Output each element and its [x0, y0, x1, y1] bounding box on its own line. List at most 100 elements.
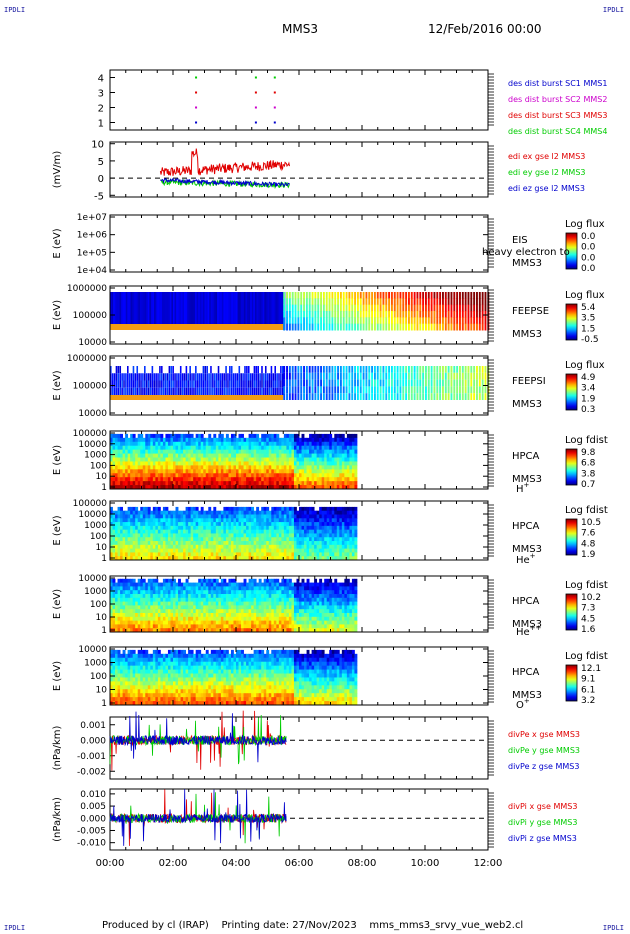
hpca_h-cell — [241, 461, 244, 466]
feepse-cell — [481, 298, 484, 306]
feepse-cell — [245, 292, 248, 330]
hpca_he2-cell — [110, 578, 113, 583]
hpca_he-cell — [218, 548, 222, 553]
hpca_he-cell — [299, 533, 302, 538]
hpca_he2-cell — [150, 620, 154, 625]
feepsi-cell — [132, 387, 135, 395]
colorbar — [565, 303, 578, 341]
hpca_he-cell — [210, 537, 214, 542]
hpca_he-cell — [150, 514, 154, 519]
hpca_he-cell — [165, 518, 169, 523]
hpca_he2-cell — [165, 597, 169, 602]
hpca_he2-cell — [167, 609, 171, 614]
feepsi-cell — [450, 379, 453, 387]
burst-mark — [254, 76, 257, 79]
hpca_h-cell — [236, 481, 239, 486]
hpca_h-cell — [193, 445, 197, 451]
feepse-cell — [396, 323, 399, 331]
hpca_h-cell — [354, 477, 358, 482]
hpca_h-cell — [120, 449, 123, 454]
hpca_h-cell — [122, 473, 126, 478]
hpca_he2-cell — [178, 609, 181, 614]
hpca_he-cell — [258, 522, 262, 527]
hpca_h-cell — [213, 473, 217, 478]
hpca_h-cell — [230, 457, 234, 462]
feepse-cell — [130, 292, 133, 330]
hpca_he2-cell — [110, 624, 113, 629]
feepsi-cell — [467, 386, 470, 394]
colorbar — [565, 448, 578, 486]
hpca_he2-cell — [147, 616, 151, 621]
hpca_h-cell — [230, 473, 234, 478]
hpca_h-cell — [306, 453, 310, 458]
feepsi-cell — [476, 366, 478, 373]
hpca_h-cell — [157, 445, 161, 451]
hpca_he2-cell — [122, 605, 126, 610]
hpca_h-cell — [329, 465, 333, 470]
hpca_he-cell — [293, 533, 297, 538]
hpca_h-cell — [336, 477, 340, 482]
hpca_he2-cell — [140, 609, 144, 614]
hpca_h-cell — [243, 461, 247, 466]
hpca_he-cell — [336, 556, 340, 561]
hpca_he-cell — [127, 529, 131, 534]
feepsi-cell — [422, 372, 425, 380]
hpca_he-cell — [314, 514, 318, 519]
hpca_he-cell — [142, 522, 146, 527]
colorbar-title: Log flux — [565, 219, 605, 230]
hpca_h-cell — [112, 453, 116, 458]
feepsi-cell — [264, 366, 267, 374]
feepse-cell — [453, 311, 456, 318]
hpca_he-cell — [256, 506, 260, 512]
feepse-cell — [206, 292, 209, 330]
hpca_h-cell — [220, 469, 224, 474]
feepse-cell — [439, 292, 442, 299]
feepse-cell — [422, 317, 425, 325]
hpca_he-cell — [324, 506, 328, 512]
hpca_h-cell — [230, 445, 234, 451]
hpca_h-cell — [218, 441, 222, 447]
feepsi-cell — [274, 380, 277, 388]
hpca_h-cell — [314, 441, 318, 447]
feepse-cell — [430, 317, 433, 325]
hpca_he-cell — [266, 514, 270, 519]
hpca_he-cell — [117, 506, 121, 512]
feepsi-cell — [111, 387, 114, 395]
feepsi-cell — [356, 393, 359, 400]
hpca_h-cell — [185, 481, 189, 486]
hpca_he-cell — [160, 522, 164, 527]
hpca_h-cell — [288, 453, 292, 458]
hpca_h-cell — [228, 457, 232, 462]
hpca_he-cell — [263, 529, 267, 534]
hpca_he-cell — [334, 506, 338, 512]
hpca_he2-cell — [145, 620, 149, 625]
feepse-cell — [328, 311, 331, 318]
feepsi-cell — [164, 380, 167, 388]
hpca_h-cell — [314, 445, 318, 451]
hpca_h-cell — [140, 469, 144, 474]
hpca_h-cell — [296, 477, 300, 482]
feepse-cell — [473, 317, 476, 325]
hpca_h-cell — [122, 461, 126, 466]
feepsi-cell — [181, 380, 184, 388]
hpca_he-cell — [140, 514, 144, 519]
hpca_h-cell — [326, 457, 330, 462]
hpca_he-cell — [167, 556, 171, 561]
hpca_he2-cell — [170, 597, 174, 602]
hpca_he-cell — [263, 518, 267, 523]
hpca_he-cell — [334, 518, 338, 523]
feepse-cell — [410, 323, 413, 331]
hpca_he-cell — [301, 510, 305, 515]
hpca_he-cell — [200, 556, 204, 561]
hpca_he2-cell — [178, 628, 181, 633]
hpca_he-cell — [180, 518, 184, 523]
hpca_he-cell — [117, 541, 121, 546]
feepsi-cell — [314, 386, 317, 394]
feepse-cell — [348, 298, 351, 306]
hpca_h-cell — [220, 477, 224, 482]
hpca_he-cell — [185, 541, 189, 546]
hpca_he-cell — [278, 544, 282, 550]
hpca_he-cell — [331, 552, 335, 557]
hpca_h-cell — [135, 445, 139, 451]
feepse-cell — [476, 304, 478, 312]
